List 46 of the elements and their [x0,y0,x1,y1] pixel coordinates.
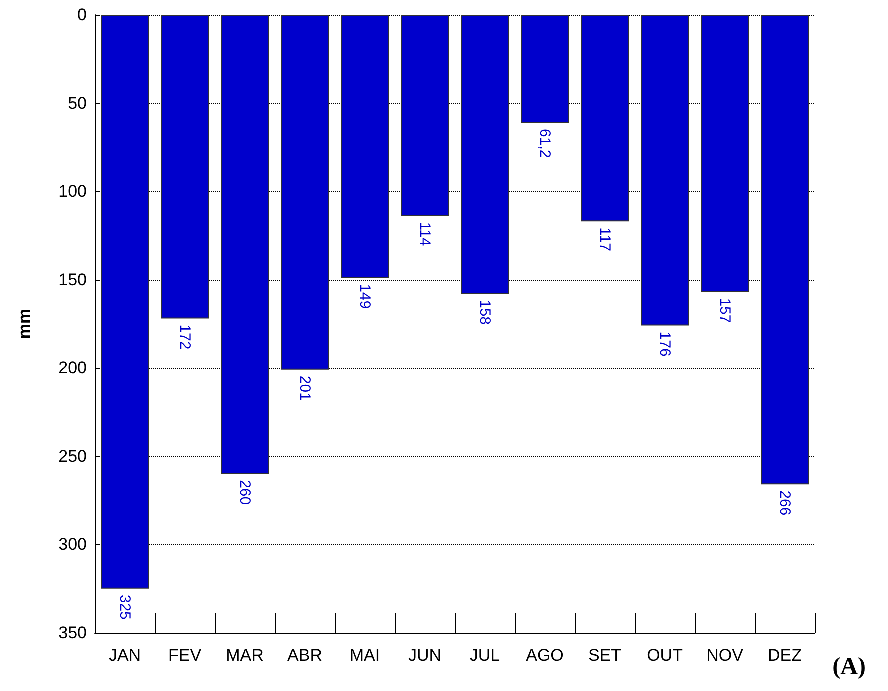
y-tick-label: 50 [68,94,87,113]
data-label: 201 [296,376,314,401]
bar [161,15,209,319]
data-label: 266 [776,490,794,516]
bar [581,15,629,222]
bar [401,15,449,216]
x-tick-label: ABR [288,646,322,665]
bar [461,15,509,294]
x-tick-label: JUL [470,646,500,665]
x-tick-label: OUT [647,646,683,665]
x-tick-label: MAI [350,646,380,665]
data-label: 260 [236,480,254,506]
x-tick-label: SET [588,646,622,665]
y-tick-label: 0 [78,6,87,24]
y-tick-label: 250 [58,446,87,466]
data-label: 176 [656,332,674,357]
data-label: 325 [116,594,134,620]
bar [641,15,689,326]
x-tick-label: JUN [408,646,442,665]
x-tick-label: JAN [108,646,142,665]
text: (A) [832,654,866,681]
data-label: 157 [716,298,734,324]
bar [341,15,389,278]
bar [761,15,809,485]
x-tick-label: NOV [706,646,744,665]
data-label: 117 [596,228,614,252]
x-tick-label: AGO [526,646,564,665]
data-label: 172 [176,324,194,350]
bar [221,15,269,474]
y-tick-label: 200 [58,358,87,378]
x-tick-label: FEV [168,646,202,665]
x-tick-label: MAR [226,646,264,665]
x-tick-label: DEZ [768,646,802,665]
y-axis-title: mm [15,308,34,340]
data-label: 149 [356,284,374,310]
data-label: 61,2 [536,129,554,158]
bar [101,15,149,589]
bar [281,15,329,370]
bar [701,15,749,292]
y-tick-label: 100 [58,182,87,202]
y-tick-label: 350 [58,624,87,642]
y-tick-label: 300 [58,535,87,554]
bar [521,15,569,124]
data-label: 158 [476,300,494,326]
data-label: 114 [416,222,434,246]
y-tick-label: 150 [58,270,87,290]
